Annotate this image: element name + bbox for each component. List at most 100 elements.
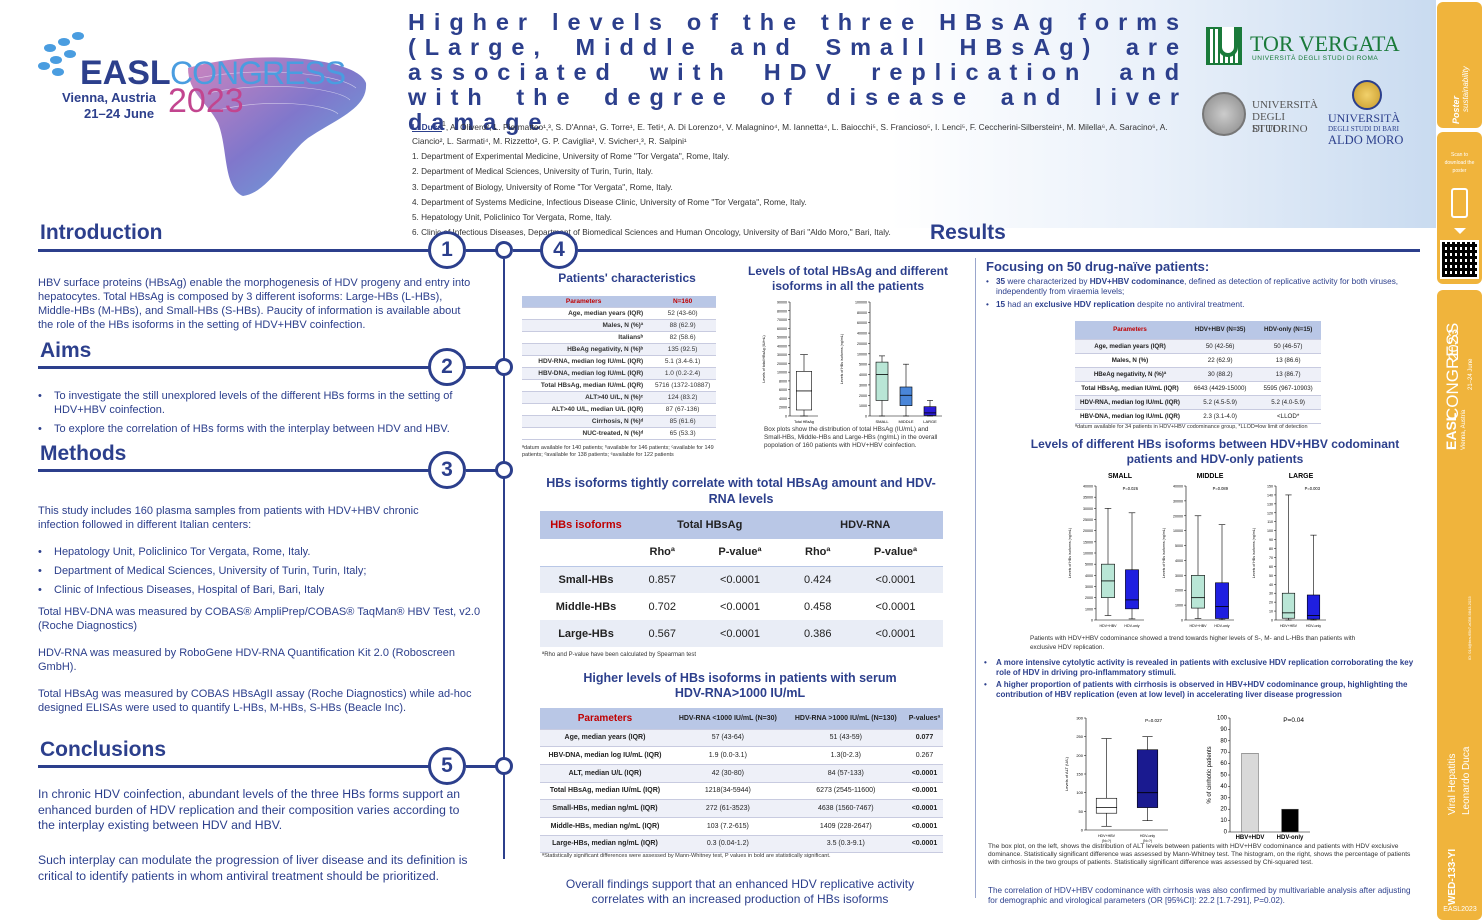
bari-logo: UNIVERSITÀ DEGLI STUDI DI BARI ALDO MORO bbox=[1326, 80, 1436, 170]
patients-title: Patients' characteristics bbox=[558, 271, 696, 285]
x-tick-label: Total HBsAg bbox=[794, 420, 814, 424]
box bbox=[1306, 594, 1321, 620]
table-row: Small-HBs, median ng/mL (IQR) 272 (61-352… bbox=[540, 799, 943, 818]
y-tick-label: 100 bbox=[1076, 790, 1083, 795]
y-tick-label: 50000 bbox=[777, 336, 787, 340]
y-tick-label: 30 bbox=[1220, 795, 1227, 801]
y-tick-label: 1000 bbox=[1085, 607, 1093, 611]
hdv-table-note: ªStatistically significant differences w… bbox=[542, 853, 831, 859]
sidebar-qr-box: Scan to download the poster bbox=[1437, 132, 1482, 284]
y-tick-label: 0 bbox=[865, 415, 867, 419]
table-row: Age, median years (IQR) 52 (43-60) bbox=[522, 307, 716, 321]
affiliations: 1. Department of Experimental Medicine, … bbox=[412, 152, 891, 238]
y-tick-label: 15000 bbox=[1083, 540, 1093, 544]
section-number-2: 2 bbox=[428, 348, 466, 386]
y-tick-label: 5000 bbox=[859, 363, 867, 367]
y-tick-label: 150 bbox=[1076, 772, 1083, 777]
correlation-title: HBs isoforms tightly correlate with tota… bbox=[546, 476, 936, 506]
boxplot-middle: 4000030000200001000050004000300020001000… bbox=[1162, 473, 1234, 628]
y-tick-label: 2000 bbox=[779, 406, 787, 410]
hdv-table-title: Higher levels of HBs isoforms in patient… bbox=[583, 671, 897, 700]
box bbox=[875, 361, 889, 401]
y-tick-label: 90 bbox=[1220, 727, 1227, 733]
y-tick-label: 20000 bbox=[1173, 514, 1183, 518]
x-tick-label: MIDDLE bbox=[898, 419, 913, 424]
y-tick-label: 70 bbox=[1269, 556, 1273, 560]
y-tick-label: 110 bbox=[1267, 520, 1273, 524]
box bbox=[1125, 569, 1139, 610]
y-tick-label: 1000 bbox=[1175, 604, 1183, 608]
y-tick-label: 30000 bbox=[1083, 507, 1093, 511]
naive-title: Focusing on 50 drug-naïve patients: bbox=[986, 259, 1210, 274]
table-row: Middle-HBs, median ng/mL (IQR) 103 (7.2-6… bbox=[540, 817, 943, 836]
y-tick-label: 1000 bbox=[859, 404, 867, 408]
y-tick-label: 250 bbox=[1076, 734, 1083, 739]
y-tick-label: 4000 bbox=[1175, 559, 1183, 563]
y-tick-label: 120 bbox=[1267, 511, 1273, 515]
section-number-3: 3 bbox=[428, 451, 466, 489]
methods-hbvdna: Total HBV-DNA was measured by COBAS® Amp… bbox=[38, 606, 481, 632]
y-tick-label: 50 bbox=[1079, 809, 1084, 814]
y-tick-label: 20 bbox=[1269, 601, 1273, 605]
table-row: NUC-treated, N (%)ᵈ 65 (53.3) bbox=[522, 427, 716, 441]
correlation-note: ªRho and P-value have been calculated by… bbox=[542, 652, 696, 658]
y-tick-label: 30000 bbox=[1173, 499, 1183, 503]
section-introduction: Introduction bbox=[40, 221, 163, 244]
y-tick-label: 5000 bbox=[1085, 563, 1093, 567]
box bbox=[1215, 582, 1229, 619]
y-tick-label: 60 bbox=[1220, 761, 1227, 767]
table-row: HBeAg negativity, N (%)ᵇ 135 (92.5) bbox=[522, 343, 716, 357]
table-row: ALT>40 U/L, N (%)ᶜ 124 (83.2) bbox=[522, 391, 716, 405]
p-value: P=0.027 bbox=[1145, 718, 1162, 723]
table-row: Males, N (%) 22 (62.9) 13 (86.6) bbox=[1075, 353, 1321, 368]
y-tick-label: 100 bbox=[1267, 529, 1273, 533]
easl-city: Vienna, Austria bbox=[62, 90, 156, 105]
section-aims: Aims bbox=[40, 339, 92, 362]
arrow-down-icon bbox=[1454, 228, 1466, 234]
section-methods: Methods bbox=[40, 442, 127, 465]
chart-title: LARGE bbox=[1289, 473, 1314, 480]
boxplot-title: Levels of total HBsAg and different isof… bbox=[747, 264, 949, 293]
authors: L. Duca1, A. Olivero², L. Piermatteo¹,³,… bbox=[412, 121, 1168, 146]
y-tick-label: 30 bbox=[1269, 592, 1273, 596]
y-axis-label: Levels of ALT (U/L) bbox=[1064, 756, 1069, 791]
y-tick-label: 0 bbox=[1081, 828, 1084, 833]
section-number-4: 4 bbox=[540, 231, 578, 269]
qr-code[interactable] bbox=[1440, 240, 1479, 279]
y-tick-label: 80 bbox=[1220, 738, 1227, 744]
y-tick-label: 2000 bbox=[1175, 589, 1183, 593]
y-tick-label: 10000 bbox=[857, 352, 867, 356]
y-tick-label: 150 bbox=[1267, 485, 1273, 489]
x-tick-label: (N=?) bbox=[1143, 839, 1152, 843]
x-tick-label: HDV-only bbox=[1214, 624, 1229, 628]
table-row: Age, median years (IQR) 57 (43-64) 51 (43-… bbox=[540, 729, 943, 748]
y-tick-label: 40 bbox=[1220, 784, 1227, 790]
boxplot-large: 1501401301201101009080706050403020100Lev… bbox=[1252, 473, 1326, 628]
y-tick-label: 80 bbox=[1269, 547, 1273, 551]
connector-ring bbox=[495, 241, 513, 259]
box bbox=[1095, 797, 1118, 814]
x-tick-label: HDV+HBV bbox=[1280, 624, 1298, 628]
easl-wordmark: EASL bbox=[80, 54, 171, 92]
y-tick-label: 40000 bbox=[1173, 485, 1183, 489]
isoforms-groups-title: Levels of different HBs isoforms between… bbox=[1030, 437, 1400, 466]
y-tick-label: 40000 bbox=[857, 332, 867, 336]
conclusion-2: Such interplay can modulate the progress… bbox=[38, 853, 468, 883]
methods-hbsag: Total HBsAg was measured by COBAS HBsAgI… bbox=[38, 688, 472, 714]
poster-title: Higher levels of the three HBsAg forms (… bbox=[408, 9, 1188, 135]
p-value: P=0.089 bbox=[1213, 486, 1229, 491]
table-row: Age, median years (IQR) 50 (42-56) 50 (46-… bbox=[1075, 339, 1321, 354]
patients-table: Parameters N=160 Age, median years (IQR) 5… bbox=[522, 296, 716, 441]
p-value: P=0.026 bbox=[1123, 486, 1139, 491]
section-number-1: 1 bbox=[428, 231, 466, 269]
y-tick-label: 20 bbox=[1220, 807, 1227, 813]
box bbox=[899, 386, 913, 406]
y-tick-label: 90000 bbox=[777, 301, 787, 305]
y-tick-label: 80000 bbox=[777, 309, 787, 313]
sidebar-congress-box: CONGRESS 2023 EASL Vienna, Austria 21–24… bbox=[1437, 290, 1482, 920]
overall-findings: Overall findings support that an enhance… bbox=[565, 877, 915, 906]
bar bbox=[1281, 808, 1299, 833]
p-value: P=0.04 bbox=[1283, 717, 1304, 724]
x-tick-label: HDV+HBV bbox=[1189, 624, 1207, 628]
timeline-vertical bbox=[503, 259, 505, 859]
